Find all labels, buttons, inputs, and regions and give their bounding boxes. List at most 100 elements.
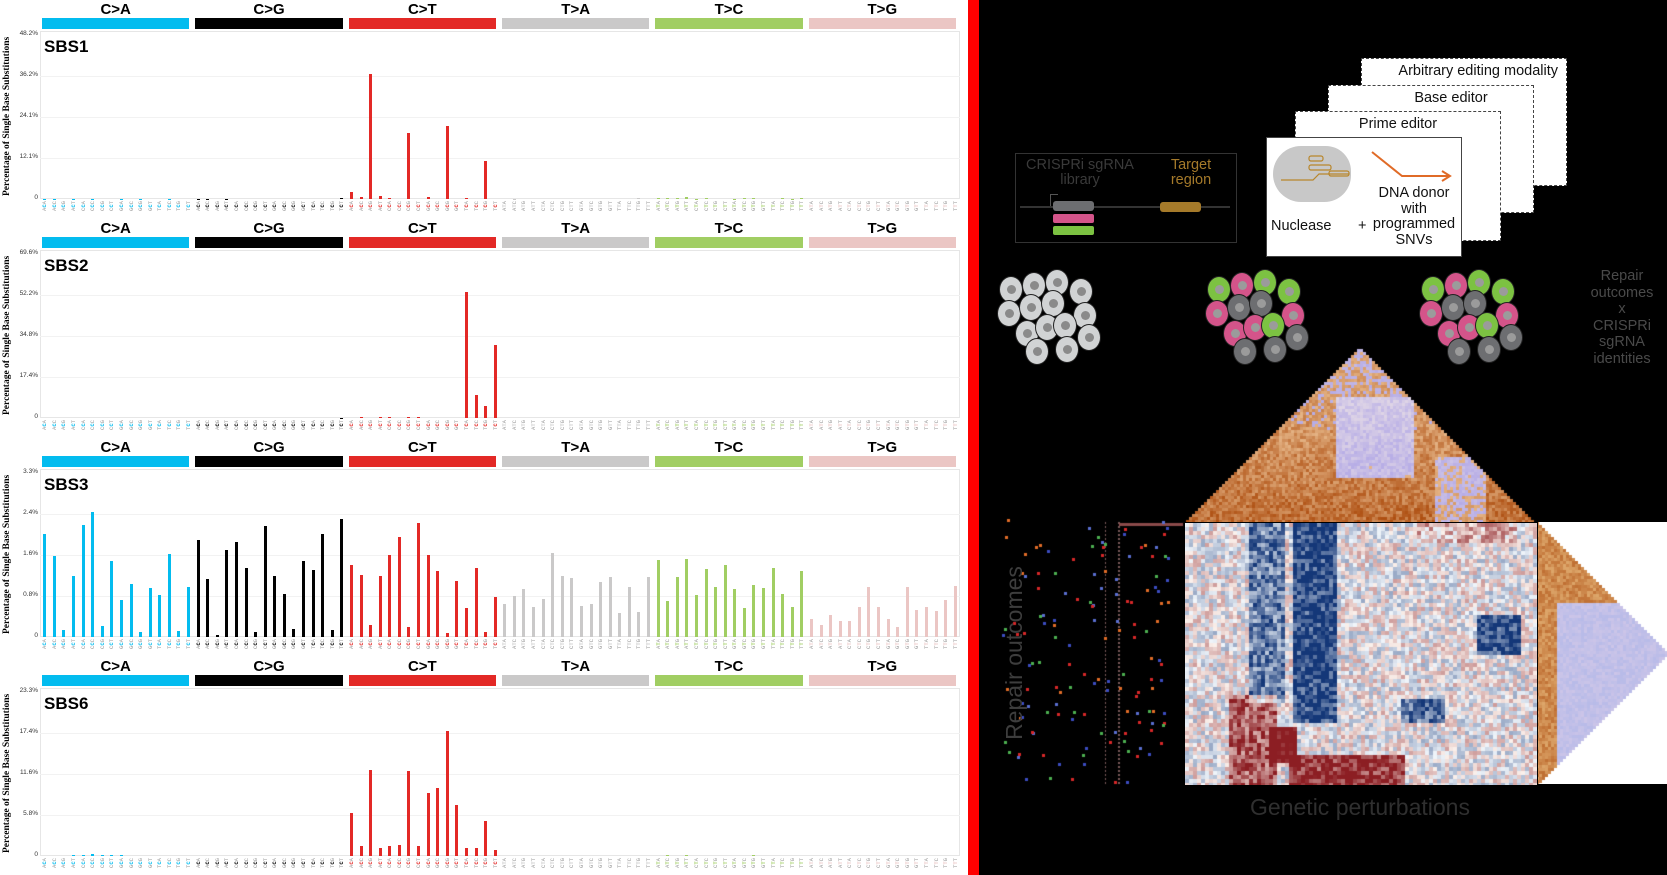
x-tick-context: ACC — [357, 420, 365, 430]
x-tick-context: CTT — [721, 858, 729, 868]
x-tick-context: TTT — [798, 420, 806, 430]
bar — [206, 578, 210, 637]
x-tick-context: GCG — [443, 639, 451, 649]
y-tick-label: 2.4% — [23, 509, 38, 516]
category-label: T>G — [867, 220, 898, 237]
cell-icon — [1491, 278, 1515, 305]
cell-icon — [1205, 300, 1229, 327]
x-tick-context: GCA — [271, 858, 279, 868]
bar — [397, 845, 401, 856]
red-divider — [968, 0, 979, 875]
x-tick-context: CTG — [558, 201, 566, 211]
category-color-bar — [348, 237, 496, 248]
cell-icon — [1261, 312, 1285, 339]
x-tick-context: TTG — [942, 201, 950, 211]
bar — [704, 197, 708, 199]
x-tick-context: GCC — [434, 858, 442, 868]
x-tick-context: ATC — [664, 858, 672, 868]
category-color-bar — [502, 237, 650, 248]
x-tick-context: CTC — [702, 858, 710, 868]
sgrna-grey — [1053, 201, 1094, 211]
x-tick-context: ATT — [836, 858, 844, 868]
x-tick-context: ACA — [194, 639, 202, 649]
x-tick-context: ACC — [50, 858, 58, 868]
x-tick-context: ATA — [501, 420, 509, 430]
x-tick-context: TCT — [338, 420, 346, 430]
bar — [867, 587, 871, 637]
x-tick-context: TCT — [185, 420, 193, 430]
bar — [445, 633, 449, 637]
x-tick-context: GCT — [146, 858, 154, 868]
bar — [177, 631, 181, 637]
x-tick-context: GCA — [424, 858, 432, 868]
bar — [417, 846, 421, 856]
x-tick-context: TTG — [788, 201, 796, 211]
bar — [129, 584, 133, 637]
bar — [896, 627, 900, 637]
x-tick-context: CCG — [252, 858, 260, 868]
x-tick-context: GTC — [740, 420, 748, 430]
x-tick-context: TTT — [645, 858, 653, 868]
bar — [781, 197, 785, 199]
x-tick-context: ACG — [60, 420, 68, 430]
x-tick-context: GTC — [587, 201, 595, 211]
bar — [369, 624, 373, 637]
y-tick-label: 0 — [34, 194, 38, 201]
x-tick-context: GCA — [117, 420, 125, 430]
x-tick-context: ACT — [376, 420, 384, 430]
bar — [349, 565, 353, 637]
category-color-bar — [808, 18, 956, 29]
x-tick-context: ATC — [817, 858, 825, 868]
bar — [426, 554, 430, 637]
category-label: C>A — [100, 439, 131, 456]
bar — [110, 560, 114, 637]
x-tick-context: ACA — [41, 201, 49, 211]
x-tick-context: TTT — [798, 201, 806, 211]
bar — [599, 581, 603, 637]
x-tick-context: ACC — [357, 201, 365, 211]
bar — [100, 855, 104, 856]
x-tick-context: CCA — [232, 201, 240, 211]
x-tick-context: TCA — [462, 639, 470, 649]
bar — [234, 541, 238, 637]
x-tick-context: TCG — [175, 639, 183, 649]
x-tick-context: TTA — [616, 201, 624, 211]
bar — [953, 586, 957, 637]
y-tick-label: 23.3% — [19, 687, 38, 694]
x-tick-context: ATC — [664, 420, 672, 430]
bar — [340, 518, 344, 637]
x-tick-context: ATA — [654, 639, 662, 649]
x-tick-context: GCG — [290, 858, 298, 868]
bar — [139, 632, 143, 637]
x-tick-context: GCC — [127, 201, 135, 211]
y-tick-label: 36.2% — [19, 71, 38, 78]
x-tick-context: TTT — [951, 201, 959, 211]
x-tick-context: TCA — [156, 420, 164, 430]
plus-sign: + — [1358, 218, 1367, 234]
x-tick-context: TCG — [328, 639, 336, 649]
bar — [388, 555, 392, 637]
x-tick-context: CCC — [242, 420, 250, 430]
category-label: C>A — [100, 658, 131, 675]
x-tick-context: ACT — [223, 639, 231, 649]
category-color-bar — [42, 675, 190, 686]
category-label: T>A — [561, 1, 591, 18]
bar — [91, 853, 95, 856]
x-tick-context: ACG — [367, 639, 375, 649]
bar — [589, 604, 593, 637]
sgrna-pink — [1053, 214, 1094, 223]
x-tick-context: GCT — [453, 639, 461, 649]
category-color-bar — [195, 456, 343, 467]
x-tick-context: GCC — [434, 639, 442, 649]
x-tick-context: CTC — [549, 639, 557, 649]
x-tick-context: CTG — [865, 858, 873, 868]
x-tick-context: CTA — [539, 858, 547, 868]
bar — [215, 635, 219, 637]
x-tick-context: GTT — [606, 858, 614, 868]
bar — [484, 405, 488, 418]
bar — [311, 569, 315, 637]
mutational-signature-panels: C>A C>G C>T T>A T>C T>G Percentage of Single B… — [2, 1, 960, 868]
x-tick-context: CTT — [568, 201, 576, 211]
x-tick-context: ATT — [530, 420, 538, 430]
